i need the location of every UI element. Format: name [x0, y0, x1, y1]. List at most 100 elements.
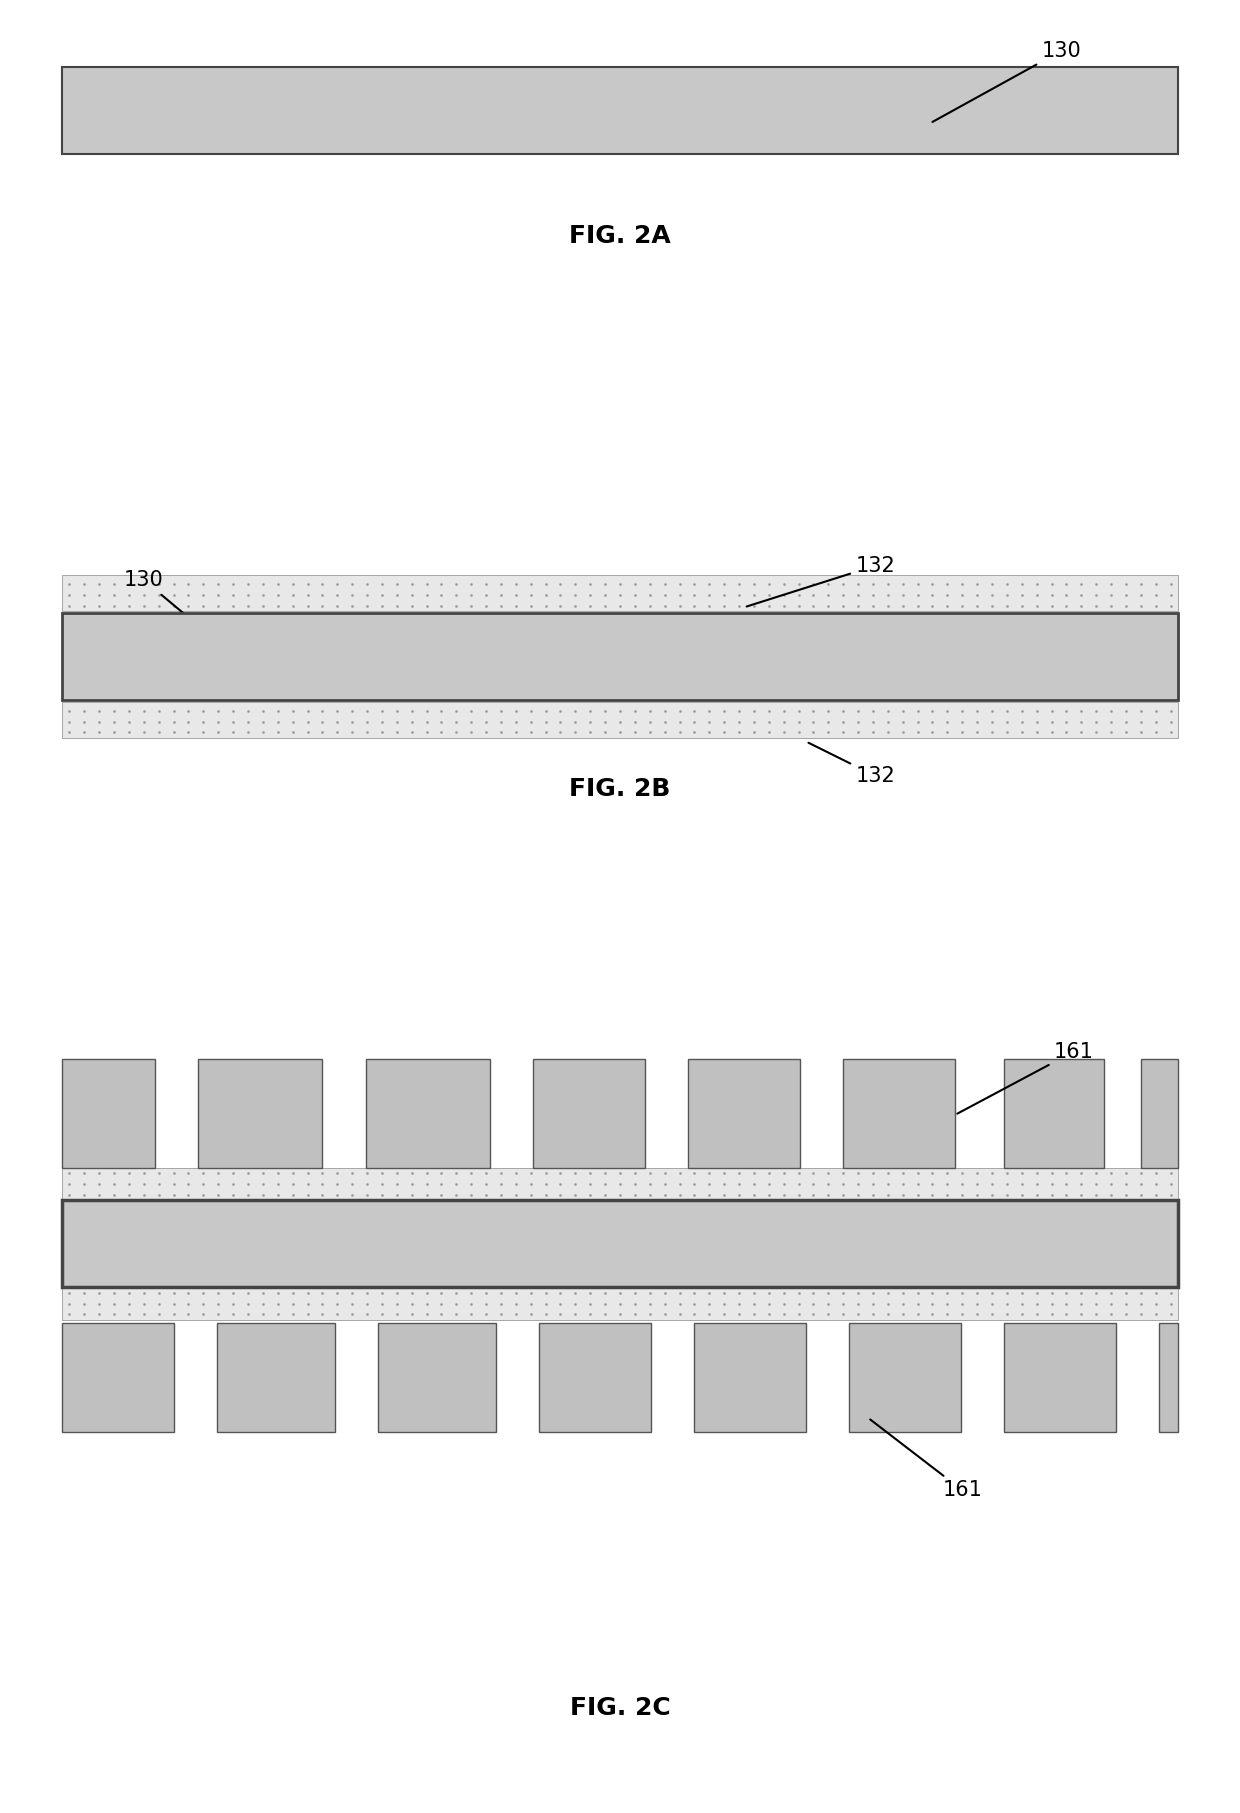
Point: [536, 569, 556, 598]
Point: [670, 569, 689, 598]
Point: [1042, 1169, 1061, 1198]
Point: [937, 1300, 957, 1329]
Point: [461, 1169, 481, 1198]
Point: [283, 1289, 303, 1318]
Point: [1027, 707, 1047, 736]
Point: [104, 1300, 124, 1329]
Point: [982, 718, 1002, 747]
Point: [372, 591, 392, 620]
Point: [60, 569, 79, 598]
Point: [744, 1159, 764, 1188]
Point: [804, 1169, 823, 1198]
Point: [804, 591, 823, 620]
Point: [1042, 718, 1061, 747]
Point: [893, 707, 913, 736]
Point: [610, 1300, 630, 1329]
Point: [684, 580, 704, 609]
Point: [863, 591, 883, 620]
Point: [238, 1169, 258, 1198]
Point: [312, 1278, 332, 1307]
Point: [506, 1169, 526, 1198]
Point: [744, 569, 764, 598]
Point: [283, 707, 303, 736]
Point: [357, 1169, 377, 1198]
Point: [208, 1180, 228, 1209]
Point: [164, 1278, 184, 1307]
Point: [1101, 718, 1121, 747]
Point: [357, 1278, 377, 1307]
Point: [223, 1169, 243, 1198]
Point: [89, 591, 109, 620]
Point: [729, 696, 749, 725]
Point: [952, 591, 972, 620]
Point: [1056, 707, 1076, 736]
Point: [1012, 569, 1032, 598]
Point: [1042, 696, 1061, 725]
Point: [283, 591, 303, 620]
Point: [759, 580, 779, 609]
Point: [1086, 1180, 1106, 1209]
Point: [699, 1300, 719, 1329]
Point: [1131, 707, 1151, 736]
Point: [699, 718, 719, 747]
Point: [432, 1159, 451, 1188]
Text: 130: 130: [932, 40, 1081, 121]
Point: [74, 1169, 94, 1198]
Point: [997, 1159, 1017, 1188]
Point: [952, 580, 972, 609]
Point: [774, 569, 794, 598]
Point: [387, 1289, 407, 1318]
Point: [208, 580, 228, 609]
Point: [640, 707, 660, 736]
Point: [551, 1180, 570, 1209]
Point: [342, 1159, 362, 1188]
Point: [536, 580, 556, 609]
Point: [759, 1180, 779, 1209]
Point: [134, 1159, 154, 1188]
Point: [461, 580, 481, 609]
Point: [714, 1169, 734, 1198]
Point: [655, 696, 675, 725]
Bar: [366, 1059, 490, 1168]
Point: [149, 1180, 169, 1209]
Point: [134, 1169, 154, 1198]
Point: [893, 580, 913, 609]
Point: [1027, 1289, 1047, 1318]
Point: [402, 1159, 422, 1188]
Point: [1101, 1300, 1121, 1329]
Point: [417, 1300, 436, 1329]
Point: [1146, 1159, 1166, 1188]
Point: [164, 696, 184, 725]
Point: [312, 696, 332, 725]
Point: [89, 1300, 109, 1329]
Point: [997, 580, 1017, 609]
Point: [923, 580, 942, 609]
Point: [848, 1159, 868, 1188]
Point: [729, 718, 749, 747]
Point: [967, 1159, 987, 1188]
Bar: [694, 1323, 806, 1432]
Point: [104, 569, 124, 598]
Point: [1116, 1159, 1136, 1188]
Point: [774, 1159, 794, 1188]
Point: [268, 1300, 288, 1329]
Point: [952, 718, 972, 747]
Point: [625, 1278, 645, 1307]
Point: [387, 580, 407, 609]
Point: [1146, 1180, 1166, 1209]
Point: [298, 580, 317, 609]
Point: [804, 707, 823, 736]
Point: [1101, 707, 1121, 736]
Point: [461, 696, 481, 725]
Point: [967, 591, 987, 620]
Point: [402, 569, 422, 598]
Point: [104, 1180, 124, 1209]
Point: [223, 696, 243, 725]
Point: [923, 569, 942, 598]
Point: [1012, 1180, 1032, 1209]
Point: [1101, 569, 1121, 598]
Point: [1161, 1169, 1180, 1198]
Point: [551, 707, 570, 736]
Point: [104, 696, 124, 725]
Point: [759, 1169, 779, 1198]
